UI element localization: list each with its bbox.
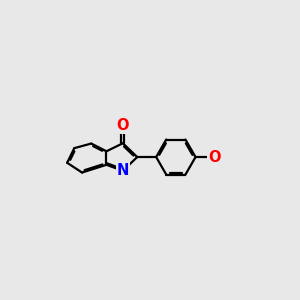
Text: N: N xyxy=(117,163,129,178)
Text: O: O xyxy=(208,149,221,164)
Text: O: O xyxy=(117,118,129,133)
